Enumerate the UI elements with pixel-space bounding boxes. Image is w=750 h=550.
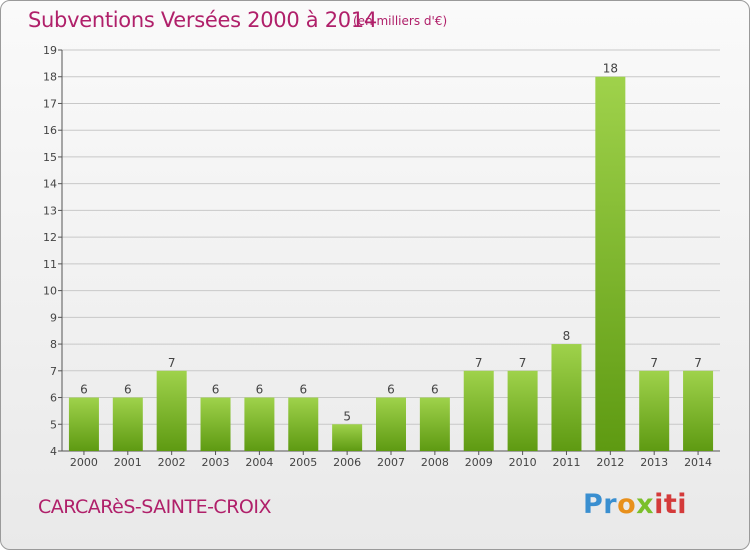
y-tick-label: 17 <box>43 97 57 110</box>
x-tick-label-2000: 2000 <box>70 456 98 469</box>
place-name: CARCARèS-SAINTE-CROIX <box>38 496 271 518</box>
y-tick-label: 16 <box>43 124 57 137</box>
bar-2006 <box>332 424 363 451</box>
y-tick-label: 14 <box>43 178 57 191</box>
data-label-2008: 6 <box>431 383 439 397</box>
x-tick-label-2012: 2012 <box>596 456 624 469</box>
data-label-2014: 7 <box>694 356 702 370</box>
chart-title: Subventions Versées 2000 à 2014 <box>28 8 377 32</box>
x-tick-label-2001: 2001 <box>114 456 142 469</box>
y-tick-label: 12 <box>43 231 57 244</box>
bar-2000 <box>68 397 99 451</box>
data-label-2000: 6 <box>80 383 88 397</box>
data-label-2010: 7 <box>519 356 527 370</box>
data-label-2012: 18 <box>603 62 618 76</box>
y-tick-label: 13 <box>43 204 57 217</box>
chart-unit: (en milliers d'€) <box>353 14 448 28</box>
bar-2004 <box>244 397 275 451</box>
bar-2010 <box>507 370 538 451</box>
bar-2012 <box>595 76 626 451</box>
y-tick-label: 19 <box>43 44 57 57</box>
x-tick-label-2010: 2010 <box>509 456 537 469</box>
bar-2003 <box>200 397 231 451</box>
y-tick-label: 7 <box>50 365 57 378</box>
data-label-2006: 5 <box>343 409 351 423</box>
y-tick-label: 11 <box>43 258 57 271</box>
bar-2011 <box>551 344 582 451</box>
data-label-2013: 7 <box>650 356 658 370</box>
x-tick-label-2003: 2003 <box>202 456 230 469</box>
data-label-2002: 7 <box>168 356 176 370</box>
x-tick-label-2014: 2014 <box>684 456 712 469</box>
y-tick-label: 8 <box>50 338 57 351</box>
bar-2005 <box>288 397 319 451</box>
data-label-2009: 7 <box>475 356 483 370</box>
bar-2014 <box>683 370 714 451</box>
data-label-2004: 6 <box>256 383 264 397</box>
proxiti-logo: Proxiti <box>583 489 688 520</box>
bar-2001 <box>112 397 143 451</box>
x-tick-label-2013: 2013 <box>640 456 668 469</box>
y-tick-label: 9 <box>50 311 57 324</box>
data-label-2007: 6 <box>387 383 395 397</box>
x-tick-label-2004: 2004 <box>245 456 273 469</box>
y-tick-label: 10 <box>43 285 57 298</box>
y-tick-label: 5 <box>50 418 57 431</box>
y-tick-label: 15 <box>43 151 57 164</box>
bar-2008 <box>419 397 450 451</box>
x-tick-label-2009: 2009 <box>465 456 493 469</box>
x-tick-label-2006: 2006 <box>333 456 361 469</box>
data-label-2003: 6 <box>212 383 220 397</box>
bar-2013 <box>639 370 670 451</box>
bar-2009 <box>463 370 494 451</box>
y-tick-label: 6 <box>50 392 57 405</box>
bar-2007 <box>376 397 406 451</box>
x-tick-label-2007: 2007 <box>377 456 405 469</box>
x-tick-label-2002: 2002 <box>158 456 186 469</box>
y-tick-label: 18 <box>43 71 57 84</box>
x-tick-label-2008: 2008 <box>421 456 449 469</box>
x-tick-label-2011: 2011 <box>552 456 580 469</box>
y-tick-label: 4 <box>50 445 57 458</box>
data-label-2011: 8 <box>563 329 571 343</box>
data-label-2001: 6 <box>124 383 132 397</box>
data-label-2005: 6 <box>299 383 307 397</box>
x-tick-label-2005: 2005 <box>289 456 317 469</box>
bar-2002 <box>156 370 187 451</box>
